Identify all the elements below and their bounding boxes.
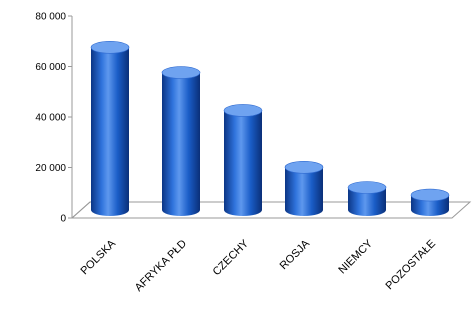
y-tick-label: 80 000	[35, 12, 66, 23]
category-label: POZOSTAŁE	[384, 238, 439, 293]
bar-top	[410, 188, 450, 202]
chart-floor	[70, 201, 472, 219]
category-label: POLSKA	[79, 237, 119, 277]
bar-top	[284, 160, 324, 174]
bar-body	[162, 72, 200, 216]
y-tick-label: 20 000	[35, 163, 66, 174]
category-label: ROSJA	[278, 237, 313, 272]
bar-top	[223, 104, 263, 117]
chart-floor-plane	[70, 201, 472, 219]
category-label: NIEMCY	[336, 237, 375, 276]
bar-body	[348, 187, 386, 216]
y-axis: 0 20 000 40 000 60 000 80 000	[35, 12, 73, 225]
bar-top	[90, 41, 130, 54]
bar	[410, 188, 450, 216]
bar-top	[161, 66, 201, 79]
category-label: AFRYKA PŁD	[133, 238, 189, 294]
bar	[347, 181, 387, 216]
category-labels: POLSKA AFRYKA PŁD CZECHY ROSJA NIEMCY POZOSTA…	[79, 237, 439, 294]
bar	[90, 41, 130, 216]
bar	[223, 104, 263, 216]
category-label: CZECHY	[211, 237, 252, 278]
bars	[90, 41, 450, 216]
y-tick-label: 60 000	[35, 62, 66, 73]
bar-top	[347, 181, 387, 194]
floor-edge	[71, 201, 91, 219]
y-tick-label: 40 000	[35, 113, 66, 124]
y-tick-label: 0	[60, 214, 66, 225]
bar	[284, 160, 324, 216]
bar-body	[224, 110, 262, 216]
bar	[161, 66, 201, 216]
bar-body	[285, 167, 323, 216]
bar-body	[91, 47, 129, 216]
